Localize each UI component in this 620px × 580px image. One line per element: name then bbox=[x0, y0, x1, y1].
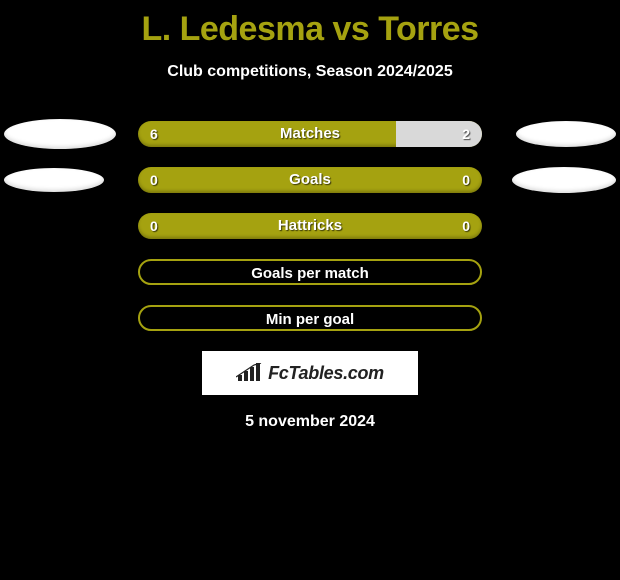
stat-value-right: 0 bbox=[462, 213, 470, 239]
stat-value-left: 0 bbox=[150, 167, 158, 193]
stat-bar: Matches62 bbox=[138, 121, 482, 147]
comparison-chart: Matches62Goals00Hattricks00Goals per mat… bbox=[0, 121, 620, 331]
stat-bar: Min per goal bbox=[138, 305, 482, 331]
stat-row: Goals0 0 bbox=[0, 167, 620, 193]
stat-bar: Goals per match bbox=[138, 259, 482, 285]
brand-text: FcTables.com bbox=[268, 363, 384, 384]
stat-row: Hattricks0 0 bbox=[0, 213, 620, 239]
subtitle: Club competitions, Season 2024/2025 bbox=[0, 63, 620, 81]
stat-bar-right-segment bbox=[396, 121, 482, 147]
stat-label: Hattricks bbox=[138, 213, 482, 239]
player-right-ellipse bbox=[512, 167, 616, 193]
player-right-ellipse bbox=[516, 121, 616, 147]
page-title: L. Ledesma vs Torres bbox=[0, 0, 620, 49]
stat-row: Goals per match bbox=[0, 259, 620, 285]
stat-value-right: 0 bbox=[462, 167, 470, 193]
stat-bar: Goals0 0 bbox=[138, 167, 482, 193]
stat-bar: Hattricks0 0 bbox=[138, 213, 482, 239]
date-label: 5 november 2024 bbox=[0, 413, 620, 431]
brand-badge: FcTables.com bbox=[202, 351, 418, 395]
stat-value-left: 6 bbox=[150, 121, 158, 147]
stat-label: Min per goal bbox=[140, 307, 480, 331]
bar-chart-icon bbox=[236, 363, 262, 383]
stat-label: Goals per match bbox=[140, 261, 480, 285]
stat-label: Goals bbox=[138, 167, 482, 193]
stat-value-left: 0 bbox=[150, 213, 158, 239]
stat-row: Matches62 bbox=[0, 121, 620, 147]
player-left-ellipse bbox=[4, 119, 116, 149]
stat-row: Min per goal bbox=[0, 305, 620, 331]
player-left-ellipse bbox=[4, 168, 104, 192]
